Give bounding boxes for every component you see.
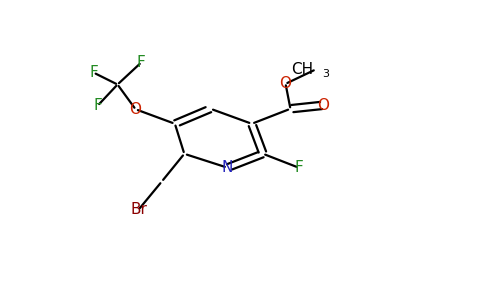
Text: F: F <box>137 55 146 70</box>
Text: F: F <box>90 65 99 80</box>
Text: O: O <box>317 98 329 113</box>
Text: 3: 3 <box>322 69 330 79</box>
Text: F: F <box>294 160 303 175</box>
Text: F: F <box>93 98 103 113</box>
Text: O: O <box>280 76 291 91</box>
Text: O: O <box>130 102 141 117</box>
Text: N: N <box>222 160 233 175</box>
Text: Br: Br <box>130 202 147 217</box>
Text: CH: CH <box>291 62 314 77</box>
